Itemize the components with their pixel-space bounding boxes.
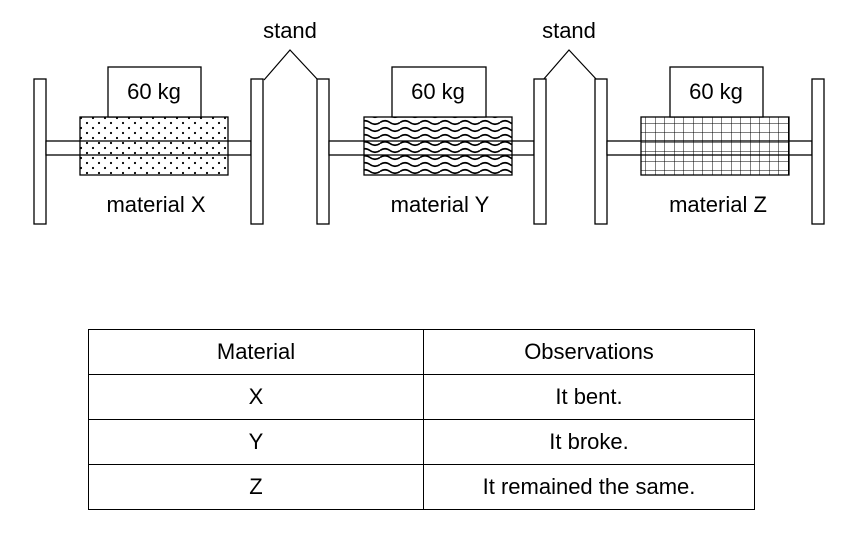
- weight-block: [669, 66, 764, 118]
- material-sample-z: [640, 116, 790, 176]
- material-cell: Y: [88, 419, 424, 465]
- table-row: Y It broke.: [88, 419, 755, 465]
- table-header-row: Material Observations: [88, 329, 755, 375]
- setup-material-y: 60 kg material Y: [316, 66, 547, 225]
- weight-label: 60 kg: [127, 79, 181, 104]
- stand-post: [250, 78, 264, 225]
- observation-cell: It broke.: [423, 419, 755, 465]
- stand-post: [316, 78, 330, 225]
- weight-label: 60 kg: [689, 79, 743, 104]
- column-header-observations: Observations: [423, 329, 755, 375]
- stand-post: [533, 78, 547, 225]
- setup-material-x: 60 kg material X: [33, 66, 264, 225]
- table-row: X It bent.: [88, 374, 755, 420]
- stand-post: [811, 78, 825, 225]
- material-cell: X: [88, 374, 424, 420]
- table-row: Z It remained the same.: [88, 464, 755, 510]
- weight-block: [107, 66, 202, 118]
- observation-cell: It bent.: [423, 374, 755, 420]
- stand-post: [33, 78, 47, 225]
- material-label: material X: [106, 192, 205, 217]
- observations-table: Material Observations X It bent. Y It br…: [88, 329, 755, 510]
- materials-test-diagram: stand stand 60 kg material X 60 kg mater…: [33, 18, 825, 225]
- column-header-material: Material: [88, 329, 424, 375]
- stand-pointer: [263, 49, 319, 81]
- stand-label: stand: [542, 18, 596, 43]
- stand-post: [594, 78, 608, 225]
- stand-label: stand: [263, 18, 317, 43]
- material-label: material Z: [669, 192, 767, 217]
- setup-material-z: 60 kg material Z: [594, 66, 825, 225]
- material-sample-x: [79, 116, 229, 176]
- material-cell: Z: [88, 464, 424, 510]
- material-label: material Y: [391, 192, 490, 217]
- weight-block: [391, 66, 487, 118]
- weight-label: 60 kg: [411, 79, 465, 104]
- observation-cell: It remained the same.: [423, 464, 755, 510]
- stand-pointer: [542, 49, 598, 81]
- material-sample-y: [363, 116, 513, 176]
